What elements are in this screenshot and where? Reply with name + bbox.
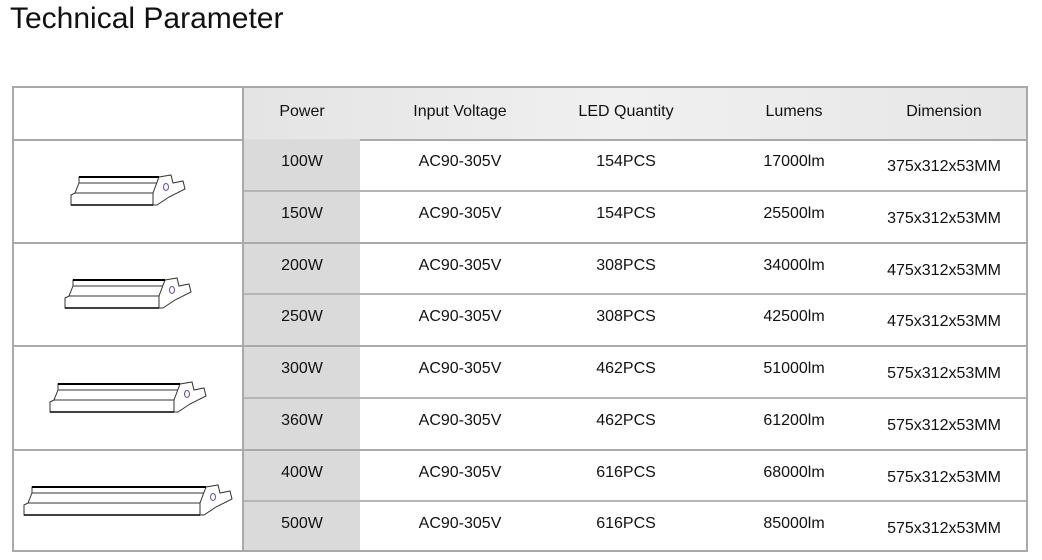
cell-input-voltage: AC90-305V <box>418 153 502 170</box>
floodlight-xlarge-icon <box>23 484 233 516</box>
group-divider <box>14 448 1026 451</box>
table-header <box>14 88 1026 141</box>
cell-led-quantity: 616PCS <box>596 463 656 481</box>
cell-power: 250W <box>281 308 323 326</box>
cell-led-quantity: 462PCS <box>596 411 656 429</box>
cell-input-voltage: AC90-305V <box>418 463 502 481</box>
cell-dimension: 575x312x53MM <box>887 520 1001 538</box>
header-lumens: Lumens <box>765 103 823 120</box>
header-power: Power <box>279 103 325 120</box>
cell-led-quantity: 154PCS <box>596 153 656 170</box>
cell-dimension: 575x312x53MM <box>887 468 1001 486</box>
header-led-quantity: LED Quantity <box>578 103 674 120</box>
divider <box>242 88 244 550</box>
cell-lumens: 68000lm <box>763 463 825 481</box>
row-divider <box>244 189 1026 192</box>
cell-input-voltage: AC90-305V <box>418 308 502 326</box>
cell-dimension: 575x312x53MM <box>887 416 1001 434</box>
row-divider <box>244 500 1026 503</box>
cell-lumens: 25500lm <box>763 204 825 222</box>
cell-led-quantity: 308PCS <box>596 256 656 274</box>
group-divider <box>14 241 1026 244</box>
cell-power: 200W <box>281 256 323 274</box>
cell-power: 500W <box>281 515 323 533</box>
row-divider <box>244 396 1026 399</box>
cell-input-voltage: AC90-305V <box>418 411 502 429</box>
cell-lumens: 61200lm <box>763 411 825 429</box>
row-divider <box>244 293 1026 296</box>
cell-dimension: 375x312x53MM <box>887 209 1001 227</box>
cell-led-quantity: 308PCS <box>596 308 656 326</box>
cell-dimension: 475x312x53MM <box>887 313 1001 331</box>
cell-power: 100W <box>281 153 323 170</box>
cell-lumens: 51000lm <box>763 360 825 377</box>
cell-lumens: 42500lm <box>763 308 825 326</box>
page-title: Technical Parameter <box>10 2 284 35</box>
floodlight-small-icon <box>70 174 186 206</box>
cell-input-voltage: AC90-305V <box>418 204 502 222</box>
floodlight-medium-icon <box>64 277 192 309</box>
cell-led-quantity: 154PCS <box>596 204 656 222</box>
power-column-shade <box>244 139 360 550</box>
cell-led-quantity: 462PCS <box>596 360 656 377</box>
cell-input-voltage: AC90-305V <box>418 360 502 377</box>
cell-input-voltage: AC90-305V <box>418 256 502 274</box>
cell-lumens: 17000lm <box>763 153 825 170</box>
technical-parameter-table: Power Input Voltage LED Quantity Lumens Dime… <box>12 86 1028 552</box>
group-divider <box>14 345 1026 347</box>
cell-dimension: 375x312x53MM <box>887 158 1001 175</box>
header-dimension: Dimension <box>906 103 982 120</box>
cell-dimension: 475x312x53MM <box>887 261 1001 279</box>
cell-power: 150W <box>281 204 323 222</box>
cell-led-quantity: 616PCS <box>596 515 656 533</box>
cell-lumens: 34000lm <box>763 256 825 274</box>
cell-dimension: 575x312x53MM <box>887 365 1001 382</box>
cell-input-voltage: AC90-305V <box>418 515 502 533</box>
header-input-voltage: Input Voltage <box>413 103 507 120</box>
floodlight-large-icon <box>49 381 207 413</box>
cell-lumens: 85000lm <box>763 515 825 533</box>
cell-power: 300W <box>281 360 323 377</box>
cell-power: 400W <box>281 463 323 481</box>
cell-power: 360W <box>281 411 323 429</box>
